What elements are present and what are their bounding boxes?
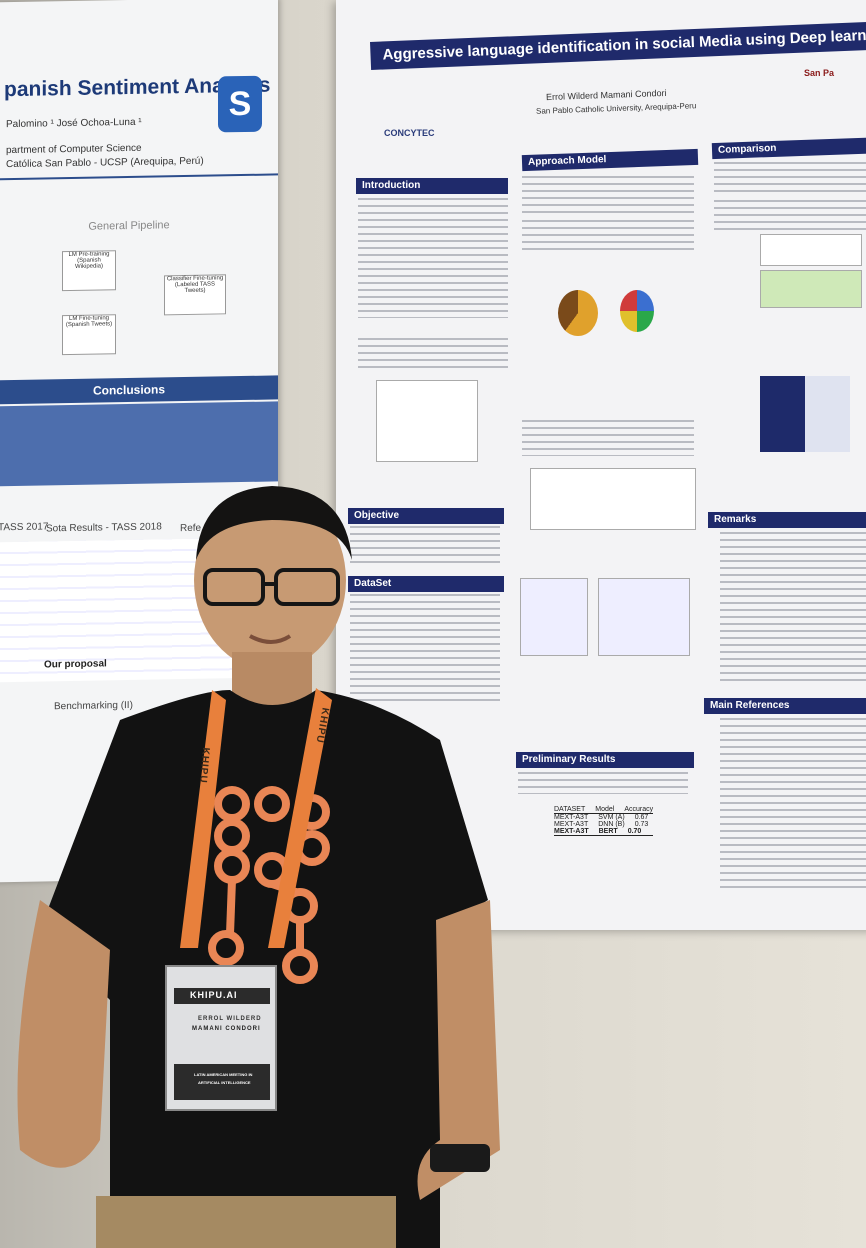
neck bbox=[232, 652, 312, 708]
badge-footer-line2: ARTIFICIAL INTELLIGENCE bbox=[198, 1080, 251, 1085]
cell: MEXT-A3T bbox=[554, 828, 589, 835]
dataset-text bbox=[350, 594, 500, 704]
terminology-figure bbox=[376, 380, 478, 462]
table-row: MEXT-A3T DNN (B) 0.73 bbox=[554, 821, 653, 828]
approach-text-3 bbox=[522, 420, 694, 456]
section-references: Main References bbox=[704, 698, 866, 714]
badge-name-line2: MAMANI CONDORI bbox=[192, 1026, 261, 1032]
glasses-left-lens bbox=[203, 568, 265, 606]
cell: BERT bbox=[598, 828, 618, 835]
mouth bbox=[249, 634, 292, 644]
glasses-right-lens bbox=[274, 568, 340, 606]
approach-text-2 bbox=[522, 220, 694, 250]
badge-footer-line1: LATIN AMERICAN MEETING IN bbox=[194, 1072, 253, 1077]
pie-chart-2 bbox=[620, 290, 654, 332]
section-objective: Objective bbox=[348, 508, 504, 524]
preliminary-text bbox=[518, 772, 688, 794]
shirt-graphic bbox=[208, 786, 330, 984]
cell: MEXT-A3T bbox=[554, 814, 589, 821]
references-text bbox=[720, 718, 866, 888]
bert-pretraining-figure bbox=[520, 578, 588, 656]
graphic-circle bbox=[208, 930, 244, 966]
cell: MEXT-A3T bbox=[554, 821, 589, 828]
table-header-dataset: DATASET bbox=[554, 806, 586, 813]
comparison-table bbox=[760, 234, 862, 266]
input-sample-table bbox=[530, 468, 696, 530]
intro-bullet bbox=[358, 338, 508, 368]
comparison-text-2 bbox=[714, 200, 866, 230]
preliminary-results-table: DATASET Model Accuracy MEXT-A3T SVM (A) … bbox=[554, 806, 654, 836]
section-preliminary: Preliminary Results bbox=[516, 752, 694, 768]
cell: DNN (B) bbox=[598, 821, 625, 828]
badge-header bbox=[174, 988, 270, 1004]
comparison-text bbox=[714, 162, 866, 192]
cell: 0.73 bbox=[634, 821, 649, 828]
concytec-logo: CONCYTEC bbox=[384, 128, 435, 138]
hair bbox=[196, 486, 352, 560]
objective-text bbox=[350, 526, 500, 566]
badge-name-line1: ERROL WILDERD bbox=[198, 1016, 262, 1022]
approach-text bbox=[522, 176, 694, 216]
wristwatch bbox=[430, 1144, 490, 1172]
badge-footer bbox=[174, 1064, 270, 1100]
lanyard-right-strap bbox=[268, 688, 332, 948]
cell: SVM (A) bbox=[598, 814, 625, 821]
accuracy-table bbox=[760, 270, 862, 308]
table-header-accuracy: Accuracy bbox=[624, 806, 654, 813]
lanyard-left-strap bbox=[180, 690, 226, 948]
bert-finetuning-figure bbox=[598, 578, 690, 656]
graphic-line bbox=[226, 879, 236, 935]
right-arm bbox=[417, 900, 500, 1200]
cell: 0.67 bbox=[634, 814, 649, 821]
university-logo-right: San Pa bbox=[804, 68, 835, 78]
section-remarks: Remarks bbox=[708, 512, 866, 528]
section-dataset: DataSet bbox=[348, 576, 504, 592]
table-row: MEXT-A3T BERT 0.70 bbox=[554, 828, 654, 836]
pie-chart-1 bbox=[558, 290, 598, 336]
trousers bbox=[96, 1196, 396, 1248]
badge-brand: KHIPU.AI bbox=[190, 990, 238, 1000]
intro-text bbox=[358, 198, 508, 318]
section-introduction: Introduction bbox=[356, 178, 508, 194]
graphic-circle bbox=[254, 786, 290, 822]
confusion-matrix bbox=[760, 376, 850, 452]
cell: 0.70 bbox=[627, 828, 642, 835]
remarks-text bbox=[720, 532, 866, 682]
face bbox=[194, 490, 346, 670]
table-header-model: Model bbox=[595, 806, 615, 813]
left-arm bbox=[17, 900, 110, 1168]
table-row: MEXT-A3T SVM (A) 0.67 bbox=[554, 814, 653, 821]
